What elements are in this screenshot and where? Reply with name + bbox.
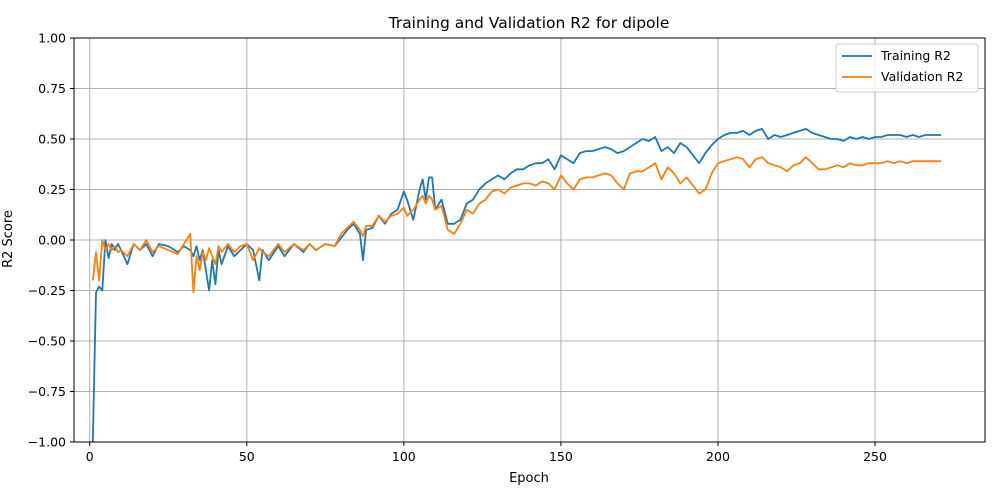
x-tick-label: 250 [863, 449, 887, 464]
x-tick-label: 150 [549, 449, 573, 464]
chart-title: Training and Validation R2 for dipole [388, 14, 670, 32]
x-axis-label: Epoch [509, 471, 549, 486]
series-line-validation [91, 156, 941, 294]
x-axis-ticks: 0 50 100 150 200 250 [86, 442, 887, 464]
x-tick-label: 100 [392, 449, 416, 464]
y-tick-label: −1.00 [28, 435, 66, 450]
y-tick-label: 1.00 [38, 31, 66, 46]
y-axis-ticks: −1.00 −0.75 −0.50 −0.25 0.00 0.25 0.50 0.75 1.00 [28, 31, 74, 450]
legend-label-training: Training R2 [880, 48, 951, 63]
y-tick-label: −0.25 [28, 283, 66, 298]
legend-label-validation: Validation R2 [881, 69, 963, 84]
y-tick-label: 0.50 [38, 132, 66, 147]
legend: Training R2 Validation R2 [835, 43, 979, 93]
y-tick-label: 0.75 [38, 81, 66, 96]
series-layer [91, 127, 941, 443]
y-tick-label: −0.75 [28, 384, 66, 399]
series-line-training [91, 127, 941, 443]
x-tick-label: 200 [706, 449, 730, 464]
y-tick-label: −0.50 [28, 334, 66, 349]
y-tick-label: 0.25 [38, 182, 66, 197]
x-tick-label: 50 [239, 449, 255, 464]
y-tick-label: 0.00 [38, 233, 66, 248]
y-axis-label: R2 Score [1, 210, 16, 268]
x-tick-label: 0 [86, 449, 94, 464]
